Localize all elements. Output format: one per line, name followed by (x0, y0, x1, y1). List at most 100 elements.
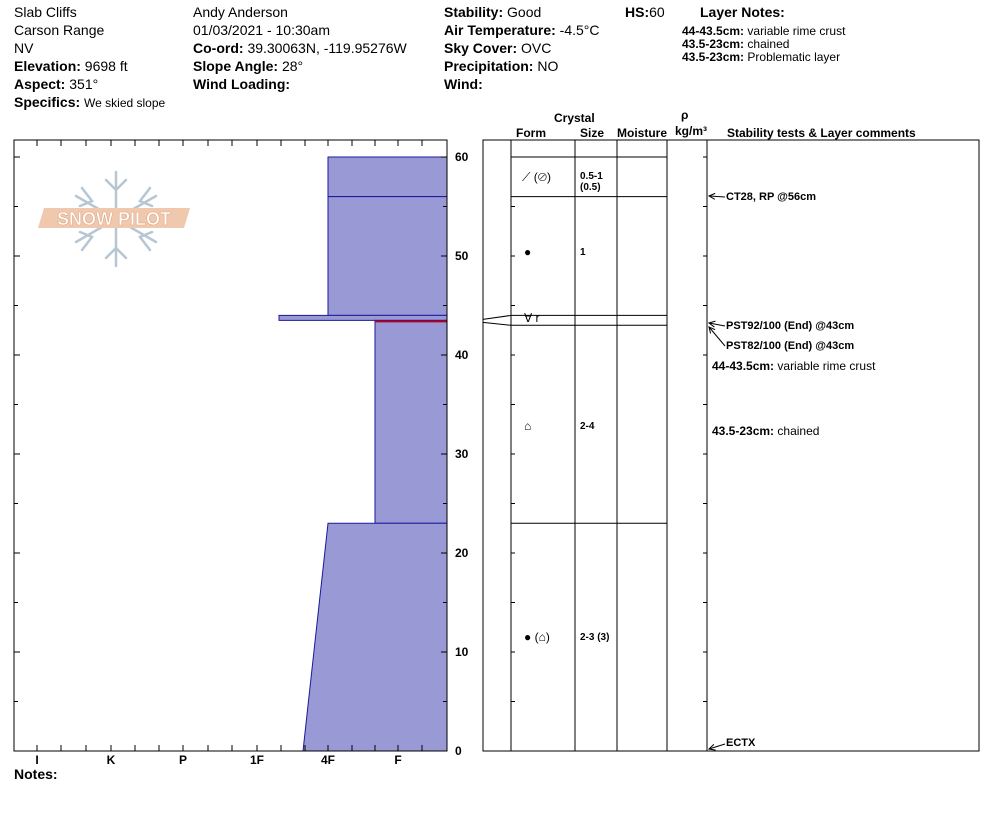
specifics-label: Specifics: (14, 94, 81, 110)
aspect-row: Aspect: 351° (14, 75, 98, 93)
crystal-form: ∀ r (524, 311, 540, 325)
form-header: Form (516, 126, 546, 140)
arrowhead-icon (708, 326, 716, 334)
y-axis-tick-label: 10 (455, 645, 469, 659)
table-frame (482, 139, 980, 752)
crystal-size-value: (0.5) (580, 182, 601, 193)
elevation-label: Elevation: (14, 58, 81, 74)
hardness-profile-chart: 0 10 20 30 40 50 60 I K P 1F 4F F (13, 139, 469, 767)
specifics-row: Specifics: We skied slope (14, 93, 165, 111)
x-axis-tick-label: F (394, 753, 401, 767)
layer-table (482, 139, 980, 752)
slope-value: 28° (281, 58, 304, 74)
layer-note-text: chained (747, 37, 790, 51)
layer-note-range: 43.5-23cm: (682, 50, 745, 64)
x-axis-tick-label: 1F (250, 753, 264, 767)
sky-row: Sky Cover: OVC (444, 39, 551, 57)
size-header: Size (580, 126, 605, 140)
air-temp-label: Air Temperature: (444, 22, 556, 38)
density-unit: kg/m³ (675, 124, 708, 138)
stability-test-pointer (708, 326, 726, 347)
x-axis-tick-label: I (35, 753, 38, 767)
density-symbol: ρ (681, 108, 689, 122)
layer-note-1: 44-43.5cm: variable rime crust (682, 24, 845, 38)
stability-test-label: PST92/100 (End) @43cm (726, 320, 855, 332)
wind-label: Wind: (444, 76, 483, 92)
coord-value: 39.30063N, -119.95276W (247, 40, 407, 56)
layer-comment-range: 43.5-23cm: (712, 424, 775, 438)
stability-value: Good (507, 4, 542, 20)
wind-loading-row: Wind Loading: (193, 75, 290, 93)
hs-row: HS:60 (625, 3, 665, 21)
hardness-chart-frame (13, 139, 448, 752)
hs-label: HS: (625, 4, 650, 20)
specifics-value: We skied slope (84, 96, 166, 110)
wind-row: Wind: (444, 75, 483, 93)
air-temp-row: Air Temperature: -4.5°C (444, 21, 600, 39)
crystal-size: 1 (580, 247, 586, 258)
layer-note-range: 43.5-23cm: (682, 37, 745, 51)
stability-test-label: PST82/100 (End) @43cm (726, 340, 855, 352)
y-axis-tick-label: 50 (455, 249, 469, 263)
layer-notes-title: Layer Notes: (700, 4, 785, 20)
boundary-connector (482, 314, 512, 320)
x-axis-tick-label: K (107, 753, 116, 767)
logo-banner (38, 208, 190, 228)
y-axis-tick-label: 60 (455, 150, 469, 164)
notes-label: Notes: (14, 766, 58, 782)
y-axis-tick-label: 0 (455, 744, 462, 758)
sky-label: Sky Cover: (444, 40, 518, 56)
moisture-header: Moisture (617, 126, 668, 140)
crystal-size: 2-3 (3) (580, 632, 610, 643)
precip-row: Precipitation: NO (444, 57, 558, 75)
logo-text: SNOW PILOT (57, 209, 171, 229)
wind-loading-label: Wind Loading: (193, 76, 291, 92)
crystal-form: ● (⌂) (524, 630, 550, 644)
layer-note-range: 44-43.5cm: (682, 24, 745, 38)
sky-value: OVC (521, 40, 552, 56)
y-axis-tick-label: 30 (455, 447, 469, 461)
crystal-size: 0.5-1 (0.5) (580, 171, 603, 193)
precip-value: NO (537, 58, 559, 74)
arrowhead-icon (707, 192, 716, 200)
layer-note-text: Problematic layer (747, 50, 841, 64)
air-temp-value: -4.5°C (559, 22, 600, 38)
layer-comment-text: variable rime crust (777, 359, 876, 373)
hs-value: 60 (649, 4, 665, 20)
stability-row: Stability: Good (444, 3, 541, 21)
crystal-form: ⟋ (⊘) (522, 170, 551, 184)
layer-comment-range: 44-43.5cm: (712, 359, 775, 373)
layer-comment-text: chained (777, 424, 820, 438)
aspect-label: Aspect: (14, 76, 66, 92)
coord-row: Co-ord: 39.30063N, -119.95276W (193, 39, 407, 57)
snowpilot-logo: SNOW PILOT (38, 170, 190, 268)
stability-test-label: ECTX (726, 737, 756, 749)
state: NV (14, 40, 34, 56)
observer: Andy Anderson (193, 4, 288, 20)
boundary-connector (482, 321, 512, 326)
stability-label: Stability: (444, 4, 504, 20)
crystal-header: Crystal (554, 111, 595, 125)
precip-label: Precipitation: (444, 58, 534, 74)
y-axis-tick-label: 40 (455, 348, 469, 362)
crystal-form: ● (524, 245, 532, 259)
elevation-value: 9698 ft (84, 58, 128, 74)
arrowhead-icon (707, 743, 716, 751)
x-axis-tick-label: P (179, 753, 187, 767)
crystal-size-value: 0.5-1 (580, 171, 603, 182)
layer-comment: 43.5-23cm: chained (712, 424, 819, 438)
layer-comment: 44-43.5cm: variable rime crust (712, 359, 875, 373)
x-axis-tick-label: 4F (321, 753, 335, 767)
y-axis-tick-label: 20 (455, 546, 469, 560)
stability-test-pointer (708, 743, 726, 750)
range: Carson Range (14, 22, 105, 38)
aspect-value: 351° (69, 76, 99, 92)
crystal-size: 2-4 (580, 421, 595, 432)
slope-label: Slope Angle: (193, 58, 279, 74)
comments-header: Stability tests & Layer comments (727, 126, 916, 140)
datetime: 01/03/2021 - 10:30am (193, 22, 330, 38)
stability-test-pointer (708, 195, 726, 198)
location: Slab Cliffs (14, 4, 77, 20)
stability-test-label: CT28, RP @56cm (726, 191, 817, 203)
layer-note-2: 43.5-23cm: chained (682, 37, 789, 51)
